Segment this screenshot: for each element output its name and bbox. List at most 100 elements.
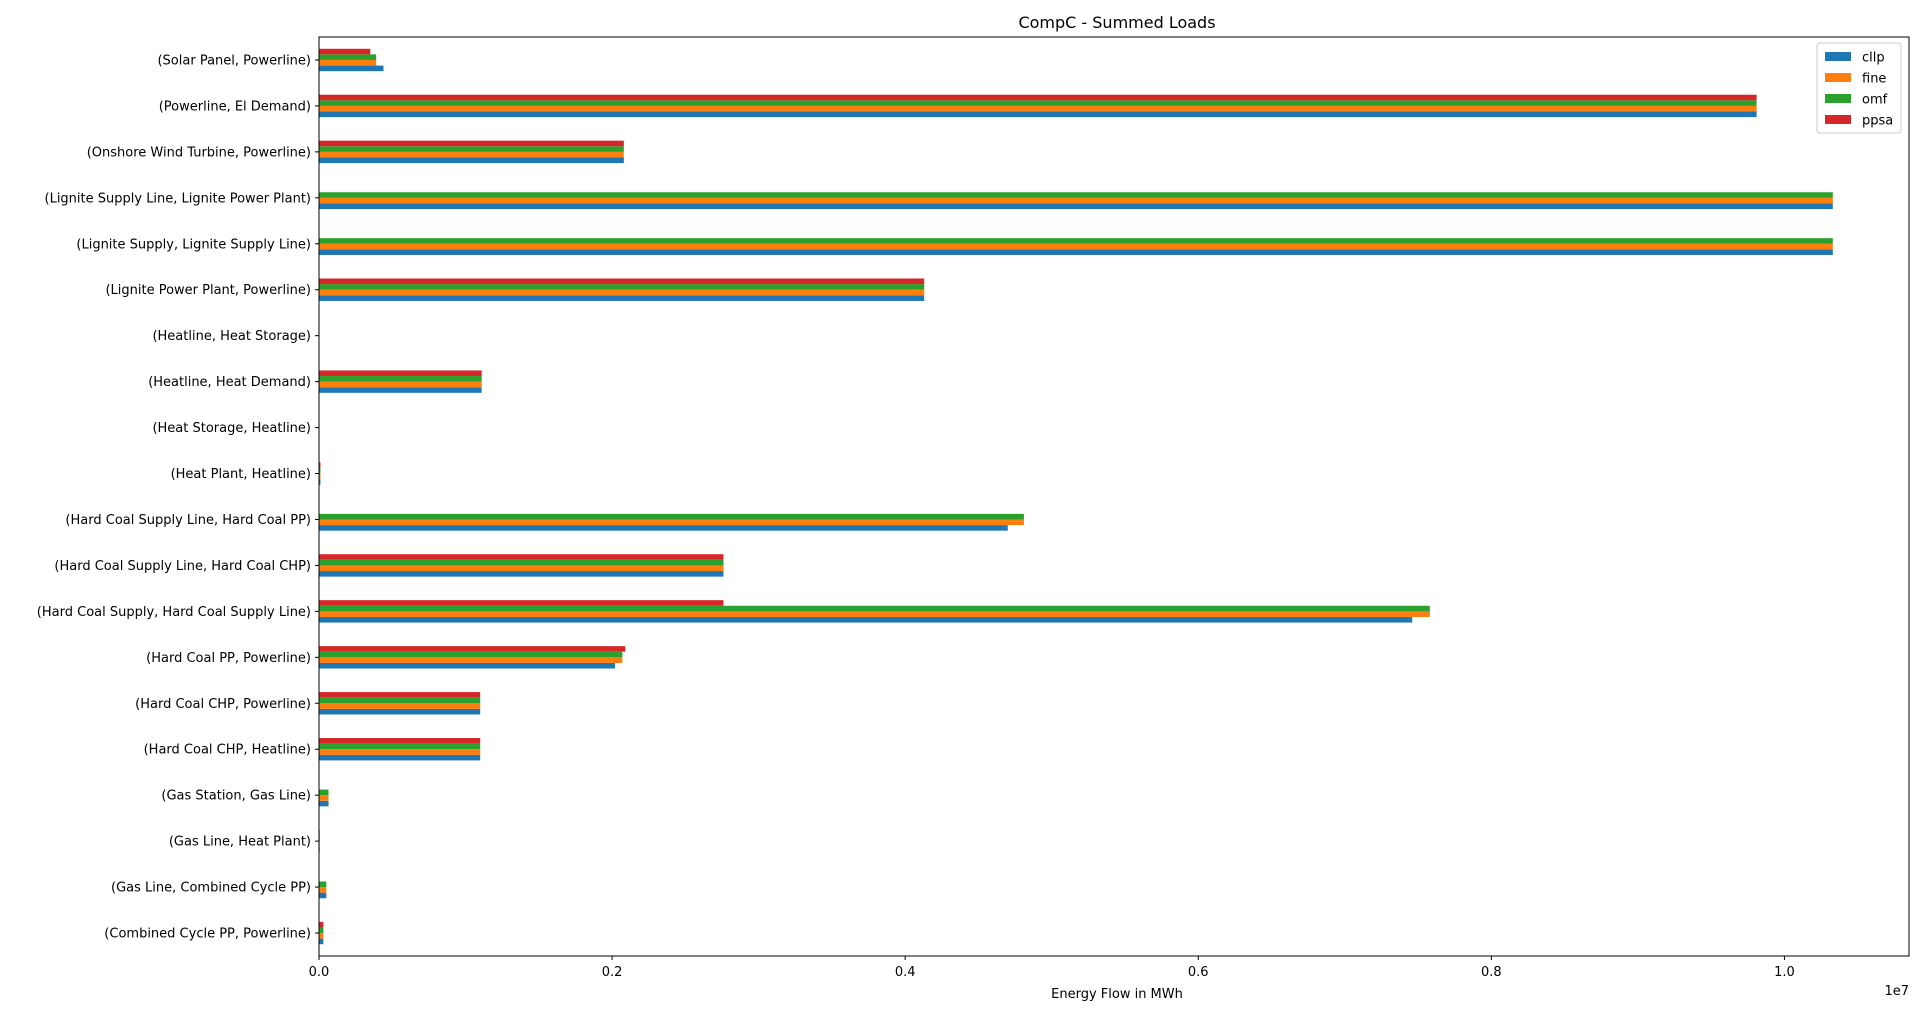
bar-cllp-2 [319,157,624,164]
bar-cllp-14 [319,708,481,715]
y-tick-label: (Hard Coal Supply Line, Hard Coal PP) [65,513,311,528]
y-tick-label: (Gas Station, Gas Line) [161,789,311,804]
legend-box [1816,42,1902,134]
bar-ppsa-0 [319,48,371,55]
bar-omf-0 [319,54,377,60]
y-tick-label: (Hard Coal CHP, Powerline) [135,697,311,712]
bar-cllp-0 [319,65,384,72]
x-tick-label: 0.0 [309,965,330,980]
bar-ppsa-7 [319,370,482,377]
bar-fine-16 [319,795,329,801]
bar-fine-5 [319,289,925,296]
y-tick-label: (Hard Coal Supply, Hard Coal Supply Line… [37,605,311,620]
bar-ppsa-14 [319,692,481,698]
bar-ppsa-19 [319,921,324,928]
bar-cllp-11 [319,571,724,577]
bar-fine-9 [319,473,321,480]
legend-label-ppsa: ppsa [1862,114,1893,129]
bar-cllp-3 [319,203,1833,210]
bar-fine-1 [319,105,1757,112]
bar-fine-4 [319,243,1833,250]
bar-omf-10 [319,513,1024,520]
bar-omf-5 [319,284,925,290]
x-tick-label: 0.8 [1481,965,1502,980]
y-tick-label: (Hard Coal PP, Powerline) [146,651,311,666]
y-tick-label: (Gas Line, Heat Plant) [169,835,311,850]
bar-cllp-7 [319,387,482,393]
bar-omf-2 [319,146,624,152]
legend-label-omf: omf [1862,93,1888,108]
bar-ppsa-5 [319,278,925,285]
y-tick-label: (Combined Cycle PP, Powerline) [104,927,311,942]
bar-fine-10 [319,519,1024,526]
legend-swatch-cllp [1825,52,1851,61]
legend-swatch-omf [1825,94,1851,103]
bar-fine-0 [319,59,377,66]
bar-omf-7 [319,376,482,382]
bar-omf-11 [319,559,724,566]
bar-omf-12 [319,605,1430,612]
y-tick-label: (Heatline, Heat Storage) [152,329,311,344]
legend-label-cllp: cllp [1862,51,1885,66]
bar-cllp-16 [319,800,329,807]
bar-ppsa-9 [319,462,321,468]
bar-omf-16 [319,789,329,796]
bar-omf-14 [319,697,481,704]
legend-swatch-ppsa [1825,115,1851,124]
y-tick-label: (Onshore Wind Turbine, Powerline) [87,145,311,160]
bar-cllp-18 [319,892,327,899]
bar-cllp-4 [319,249,1833,255]
y-tick-label: (Heat Plant, Heatline) [171,467,311,482]
bar-cllp-12 [319,616,1413,623]
bar-cllp-13 [319,662,616,669]
y-tick-label: (Heatline, Heat Demand) [148,375,311,390]
bar-omf-4 [319,238,1833,244]
bar-ppsa-13 [319,646,626,652]
bar-ppsa-12 [319,600,724,606]
bar-ppsa-11 [319,554,724,560]
y-tick-label: (Hard Coal CHP, Heatline) [144,743,311,758]
bar-omf-3 [319,192,1833,198]
bar-ppsa-1 [319,94,1757,101]
plot-area: (Solar Panel, Powerline) (Powerline, El D… [37,48,1833,980]
bar-cllp-1 [319,111,1757,118]
legend-label-fine: fine [1862,72,1886,87]
y-tick-label: (Lignite Supply, Lignite Supply Line) [76,237,311,252]
bar-fine-3 [319,197,1833,204]
legend-swatch-fine [1825,73,1851,82]
bar-cllp-15 [319,754,481,761]
x-tick-label: 1.0 [1774,965,1795,980]
bar-cllp-19 [319,938,324,945]
plot-frame [318,36,1910,957]
bar-omf-1 [319,100,1757,106]
bar-fine-2 [319,151,624,158]
bar-ppsa-2 [319,140,624,147]
bar-fine-12 [319,611,1430,617]
x-tick-label: 0.6 [1188,965,1209,980]
y-tick-label: (Hard Coal Supply Line, Hard Coal CHP) [54,559,311,574]
y-tick-label: (Powerline, El Demand) [159,99,311,114]
y-tick-label: (Solar Panel, Powerline) [157,53,311,68]
bar-omf-15 [319,743,481,750]
x-axis-label: Energy Flow in MWh [1051,987,1183,1002]
bar-fine-15 [319,749,481,755]
bar-cllp-5 [319,295,925,301]
y-tick-label: (Gas Line, Combined Cycle PP) [111,881,311,896]
y-tick-label: (Lignite Supply Line, Lignite Power Plan… [45,191,312,206]
bar-fine-13 [319,657,623,663]
bar-cllp-10 [319,525,1008,531]
y-tick-label: (Lignite Power Plant, Powerline) [105,283,311,298]
y-tick-label: (Heat Storage, Heatline) [152,421,311,436]
bar-cllp-9 [319,479,321,485]
bar-omf-19 [319,927,324,934]
chart-title: CompC - Summed Loads [1018,13,1215,32]
bar-omf-9 [319,467,321,474]
bar-fine-11 [319,565,724,572]
bar-fine-7 [319,381,482,388]
x-axis-scale-label: 1e7 [1884,984,1909,999]
bar-ppsa-15 [319,738,481,744]
x-tick-label: 0.4 [895,965,916,980]
bar-fine-19 [319,933,324,939]
bar-fine-14 [319,703,481,709]
